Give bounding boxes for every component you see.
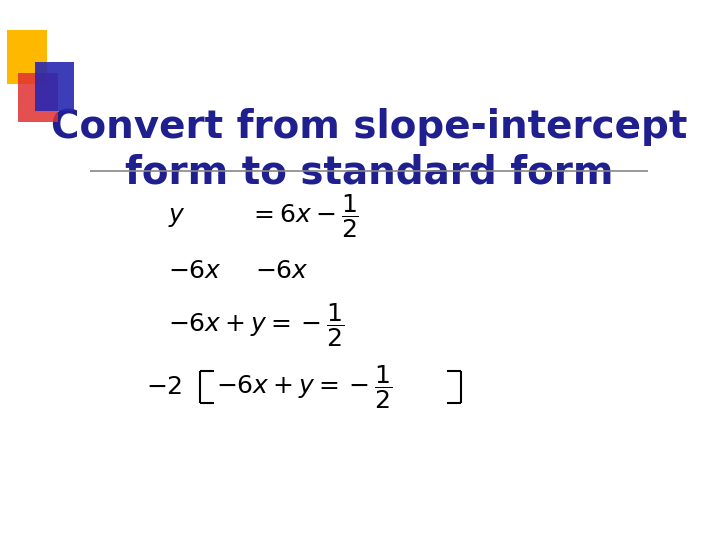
Text: $=6x-\dfrac{1}{2}$: $=6x-\dfrac{1}{2}$ [249,193,359,240]
Text: $-6x$: $-6x$ [168,259,222,282]
Text: $-6x+y=-\dfrac{1}{2}$: $-6x+y=-\dfrac{1}{2}$ [168,301,345,349]
Text: $y$: $y$ [168,205,186,228]
Text: $-2$: $-2$ [145,375,182,399]
Text: $-6x$: $-6x$ [255,259,308,282]
Text: $-6x+y=-\dfrac{1}{2}$: $-6x+y=-\dfrac{1}{2}$ [215,363,392,411]
Text: Convert from slope-intercept
form to standard form: Convert from slope-intercept form to sta… [51,109,687,192]
